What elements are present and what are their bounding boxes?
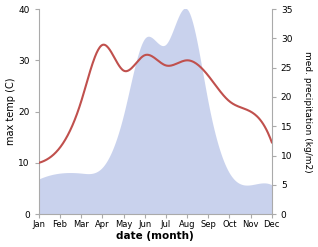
Y-axis label: med. precipitation (kg/m2): med. precipitation (kg/m2) (303, 51, 313, 172)
Y-axis label: max temp (C): max temp (C) (5, 78, 16, 145)
X-axis label: date (month): date (month) (116, 231, 194, 242)
